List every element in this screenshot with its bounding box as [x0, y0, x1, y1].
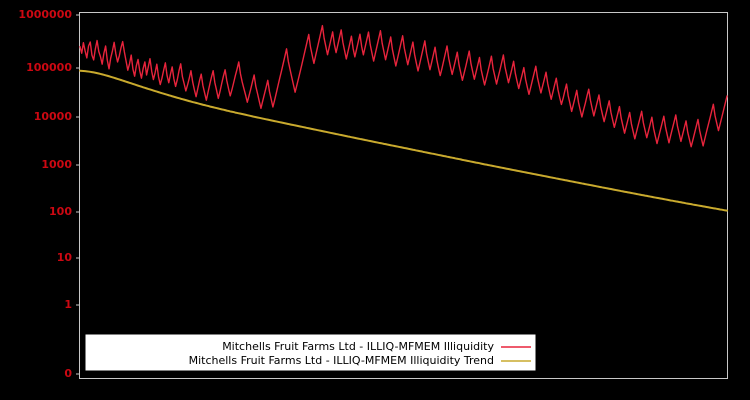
- data-series-group: [79, 24, 728, 212]
- y-axis-tick-1000: 1000: [41, 158, 72, 171]
- y-axis-tick-10000: 10000: [34, 110, 73, 123]
- legend-label-1: Mitchells Fruit Farms Ltd - ILLIQ-MFMEM …: [189, 354, 494, 367]
- y-axis-tick-1000000: 1000000: [18, 8, 72, 21]
- y-axis-tick-1: 1: [64, 298, 72, 311]
- plot-area-border: [79, 12, 728, 379]
- illiquidity-series-line: [79, 24, 728, 148]
- y-axis-tick-0: 0: [64, 367, 72, 380]
- y-axis-tick-100000: 100000: [26, 61, 72, 74]
- illiquidity-trend-line: [79, 69, 728, 212]
- y-axis-tick-10: 10: [57, 251, 73, 264]
- legend-label-0: Mitchells Fruit Farms Ltd - ILLIQ-MFMEM …: [222, 340, 494, 353]
- legend-background: [85, 334, 536, 371]
- chart-legend[interactable]: Mitchells Fruit Farms Ltd - ILLIQ-MFMEM …: [85, 334, 536, 371]
- y-axis-tick-100: 100: [49, 205, 72, 218]
